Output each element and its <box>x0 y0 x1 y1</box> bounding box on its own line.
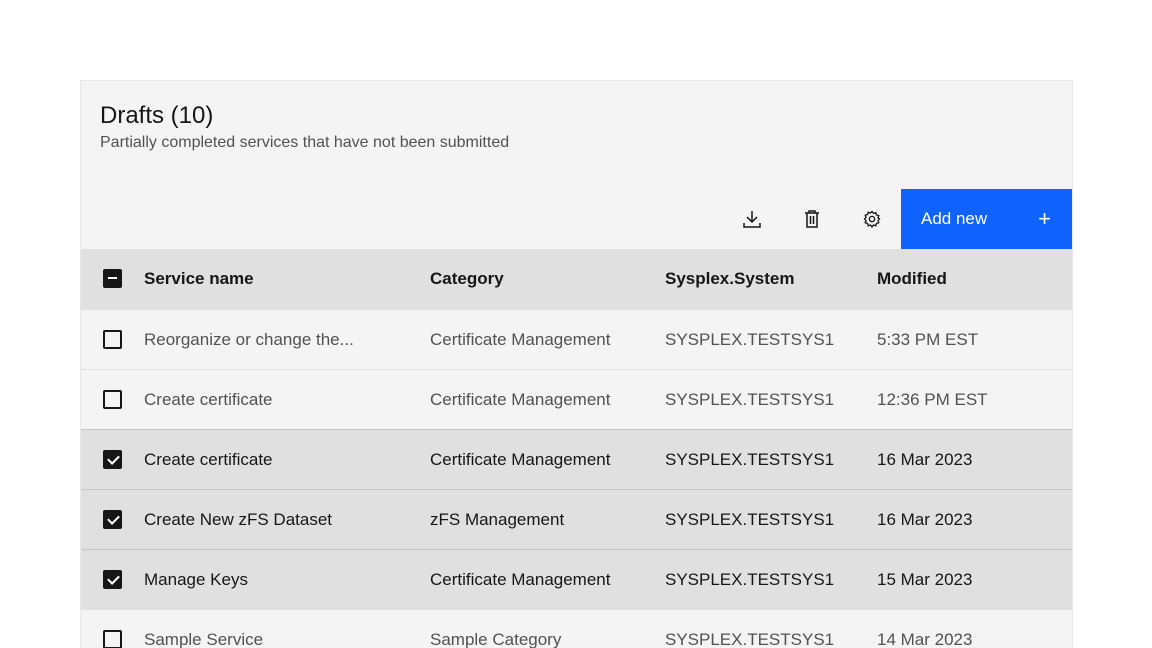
column-header-category[interactable]: Category <box>430 269 504 288</box>
settings-icon[interactable] <box>842 189 902 249</box>
cell-service-name: Sample Service <box>144 630 264 648</box>
cell-modified: 12:36 PM EST <box>877 390 988 409</box>
column-header-modified[interactable]: Modified <box>877 269 947 288</box>
row-checkbox[interactable] <box>103 390 122 409</box>
cell-service-name: Manage Keys <box>144 570 248 589</box>
row-checkbox[interactable] <box>103 450 122 469</box>
cell-service-name: Create certificate <box>144 390 273 409</box>
trash-icon[interactable] <box>782 189 842 249</box>
cell-sysplex-system: SYSPLEX.TESTSYS1 <box>665 330 835 349</box>
cell-sysplex-system: SYSPLEX.TESTSYS1 <box>665 510 835 529</box>
cell-category: Certificate Management <box>430 570 611 589</box>
page-title: Drafts (10) <box>100 102 214 129</box>
cell-modified: 5:33 PM EST <box>877 330 979 349</box>
table-row[interactable]: Create certificate Certificate Managemen… <box>81 369 1072 429</box>
cell-service-name: Create New zFS Dataset <box>144 510 333 529</box>
cell-category: Certificate Management <box>430 450 611 469</box>
cell-category: Certificate Management <box>430 330 611 349</box>
cell-modified: 14 Mar 2023 <box>877 630 973 648</box>
table-row[interactable]: Manage Keys Certificate Management SYSPL… <box>81 549 1072 609</box>
cell-sysplex-system: SYSPLEX.TESTSYS1 <box>665 570 835 589</box>
cell-service-name: Reorganize or change the... <box>144 330 354 349</box>
row-checkbox[interactable] <box>103 330 122 349</box>
drafts-panel: Drafts (10) Partially completed services… <box>80 80 1073 648</box>
table-row[interactable]: Create certificate Certificate Managemen… <box>81 429 1072 489</box>
column-header-sysplex-system[interactable]: Sysplex.System <box>665 269 795 288</box>
cell-sysplex-system: SYSPLEX.TESTSYS1 <box>665 450 835 469</box>
cell-service-name: Create certificate <box>144 450 273 469</box>
page-subtitle: Partially completed services that have n… <box>100 134 510 151</box>
cell-category: Certificate Management <box>430 390 611 409</box>
column-header-service-name[interactable]: Service name <box>144 269 254 288</box>
row-checkbox[interactable] <box>103 510 122 529</box>
cell-sysplex-system: SYSPLEX.TESTSYS1 <box>665 630 835 648</box>
cell-modified: 15 Mar 2023 <box>877 570 973 589</box>
table-row[interactable]: Create New zFS Dataset zFS Management SY… <box>81 489 1072 549</box>
add-new-button[interactable]: Add new + <box>901 189 1072 249</box>
plus-icon: + <box>1038 206 1051 231</box>
cell-sysplex-system: SYSPLEX.TESTSYS1 <box>665 390 835 409</box>
cell-category: zFS Management <box>430 510 565 529</box>
cell-modified: 16 Mar 2023 <box>877 510 973 529</box>
cell-category: Sample Category <box>430 630 562 648</box>
add-new-label: Add new <box>921 209 988 228</box>
select-all-checkbox[interactable] <box>103 269 122 288</box>
row-checkbox[interactable] <box>103 630 122 648</box>
table-toolbar: Add new + <box>81 189 1072 249</box>
row-checkbox[interactable] <box>103 570 122 589</box>
table-header-row: Service name Category Sysplex.System Mod… <box>81 249 1072 309</box>
table-row[interactable]: Sample Service Sample Category SYSPLEX.T… <box>81 609 1072 648</box>
table-row[interactable]: Reorganize or change the... Certificate … <box>81 309 1072 369</box>
download-icon[interactable] <box>722 189 782 249</box>
cell-modified: 16 Mar 2023 <box>877 450 973 469</box>
